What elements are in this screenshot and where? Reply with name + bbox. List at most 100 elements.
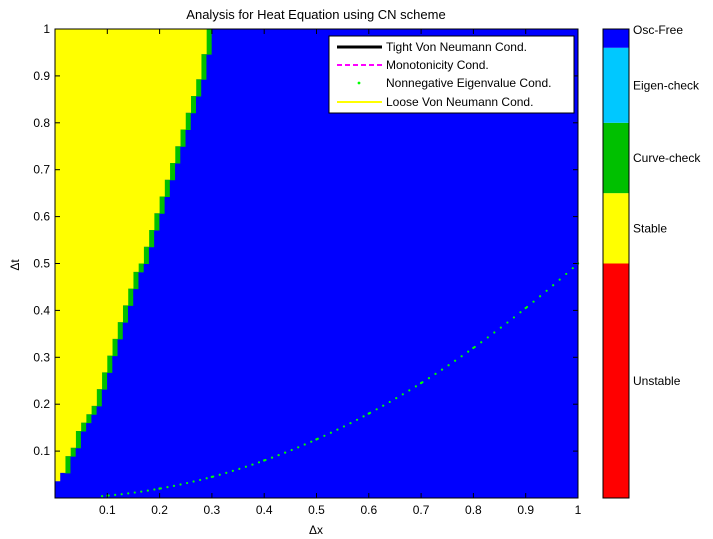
curve-check-cell bbox=[179, 129, 186, 139]
eigenvalue-dot bbox=[369, 411, 372, 414]
eigenvalue-dot bbox=[146, 489, 149, 492]
eigenvalue-dot bbox=[153, 488, 156, 491]
curve-check-cell bbox=[74, 431, 81, 440]
curve-check-cell bbox=[80, 422, 87, 432]
x-axis-label: Δx bbox=[309, 523, 323, 537]
curve-check-cell bbox=[195, 87, 202, 97]
curve-check-cell bbox=[64, 456, 71, 465]
eigenvalue-dot bbox=[199, 478, 202, 482]
colorbar-label: Unstable bbox=[633, 374, 681, 388]
x-tick-label: 0.2 bbox=[151, 503, 168, 517]
curve-check-cell bbox=[116, 330, 123, 340]
curve-check-cell bbox=[205, 29, 212, 38]
eigenvalue-dot bbox=[388, 400, 391, 404]
colorbar-segment bbox=[603, 193, 629, 264]
curve-check-cell bbox=[106, 364, 113, 373]
eigenvalue-dot bbox=[571, 267, 574, 270]
eigenvalue-dot bbox=[120, 493, 123, 496]
eigenvalue-dot bbox=[408, 389, 411, 392]
legend-label-loose-von-neumann: Loose Von Neumann Cond. bbox=[386, 95, 533, 109]
eigenvalue-dot bbox=[467, 350, 470, 353]
eigenvalue-dot bbox=[552, 284, 555, 287]
curve-check-cell bbox=[142, 255, 149, 264]
eigenvalue-dot bbox=[453, 359, 457, 362]
eigenvalue-dot bbox=[159, 487, 163, 490]
eigenvalue-dot bbox=[421, 381, 424, 384]
x-tick-label: 0.1 bbox=[99, 503, 116, 517]
curve-check-cell bbox=[163, 188, 170, 197]
eigenvalue-dot bbox=[414, 385, 417, 388]
y-tick-label: 0.6 bbox=[33, 210, 50, 224]
curve-check-cell bbox=[169, 163, 176, 172]
eigenvalue-dot bbox=[277, 454, 280, 457]
eigenvalue-dot bbox=[270, 456, 274, 459]
curve-check-cell bbox=[200, 62, 207, 72]
colorbar bbox=[603, 29, 629, 498]
y-tick-label: 0.9 bbox=[33, 69, 50, 83]
colorbar-label: Curve-check bbox=[633, 151, 701, 165]
curve-check-cell bbox=[189, 104, 196, 114]
eigenvalue-dot bbox=[225, 471, 228, 474]
eigenvalue-dot bbox=[447, 364, 450, 367]
eigenvalue-dot bbox=[323, 434, 326, 437]
colorbar-segment bbox=[603, 263, 629, 498]
eigenvalue-dot bbox=[185, 481, 189, 485]
colorbar-label: Eigen-check bbox=[633, 78, 700, 92]
eigenvalue-dot bbox=[532, 300, 535, 303]
eigenvalue-dot bbox=[342, 425, 346, 428]
eigenvalue-dot bbox=[127, 492, 130, 495]
y-tick-label: 0.4 bbox=[33, 303, 50, 317]
x-tick-label: 0.6 bbox=[360, 503, 377, 517]
curve-check-cell bbox=[127, 297, 134, 306]
colorbar-labels: Unstable Stable Curve-check Eigen-check Osc-… bbox=[633, 23, 701, 388]
curve-check-cell bbox=[153, 213, 160, 223]
curve-check-cell bbox=[64, 464, 71, 474]
curve-check-cell bbox=[205, 37, 212, 47]
curve-check-cell bbox=[200, 54, 207, 63]
curve-check-cell bbox=[101, 380, 108, 390]
eigenvalue-dot bbox=[375, 408, 378, 411]
y-tick-label: 0.1 bbox=[33, 444, 50, 458]
eigenvalue-dot bbox=[133, 491, 136, 494]
curve-check-cell bbox=[121, 313, 128, 323]
eigenvalue-dot bbox=[297, 446, 300, 449]
curve-check-cell bbox=[106, 355, 113, 365]
curve-check-cell bbox=[137, 263, 144, 273]
eigenvalue-dot bbox=[460, 355, 463, 358]
eigenvalue-dot bbox=[179, 483, 182, 486]
colorbar-segment bbox=[603, 29, 629, 48]
region-curve-check bbox=[64, 29, 212, 474]
eigenvalue-dot bbox=[545, 289, 548, 292]
curve-check-cell bbox=[132, 271, 139, 281]
colorbar-label: Stable bbox=[633, 221, 667, 235]
legend-label-monotonicity: Monotonicity Cond. bbox=[386, 58, 489, 72]
curve-check-cell bbox=[174, 146, 181, 156]
eigenvalue-dot bbox=[284, 451, 287, 454]
eigenvalue-dot bbox=[440, 368, 444, 371]
curve-check-cell bbox=[169, 171, 176, 181]
eigenvalue-dot bbox=[427, 377, 431, 380]
curve-check-cell bbox=[132, 280, 139, 290]
eigenvalue-dot bbox=[244, 465, 247, 468]
y-axis-ticks: 0.1 0.2 0.3 0.4 0.5 0.6 0.7 0.8 0.9 1 bbox=[33, 22, 578, 458]
chart-title: Analysis for Heat Equation using CN sche… bbox=[186, 7, 445, 22]
curve-check-cell bbox=[69, 447, 76, 457]
y-axis-label: Δt bbox=[8, 259, 22, 271]
eigenvalue-dot bbox=[238, 467, 241, 470]
eigenvalue-dot bbox=[310, 440, 313, 443]
eigenvalue-dot bbox=[329, 431, 332, 434]
curve-check-cell bbox=[179, 137, 186, 147]
y-tick-label: 0.2 bbox=[33, 397, 50, 411]
eigenvalue-dot bbox=[362, 415, 365, 418]
eigenvalue-dot bbox=[107, 494, 110, 497]
x-tick-label: 0.3 bbox=[204, 503, 221, 517]
x-tick-label: 0.5 bbox=[308, 503, 325, 517]
eigenvalue-dot bbox=[336, 428, 339, 431]
eigenvalue-dot bbox=[558, 278, 561, 281]
eigenvalue-dot bbox=[316, 437, 319, 440]
eigenvalue-dot bbox=[493, 331, 496, 334]
eigenvalue-dot bbox=[480, 341, 483, 344]
legend-box bbox=[328, 35, 575, 114]
curve-check-cell bbox=[205, 45, 212, 55]
eigenvalue-dot bbox=[506, 321, 509, 324]
